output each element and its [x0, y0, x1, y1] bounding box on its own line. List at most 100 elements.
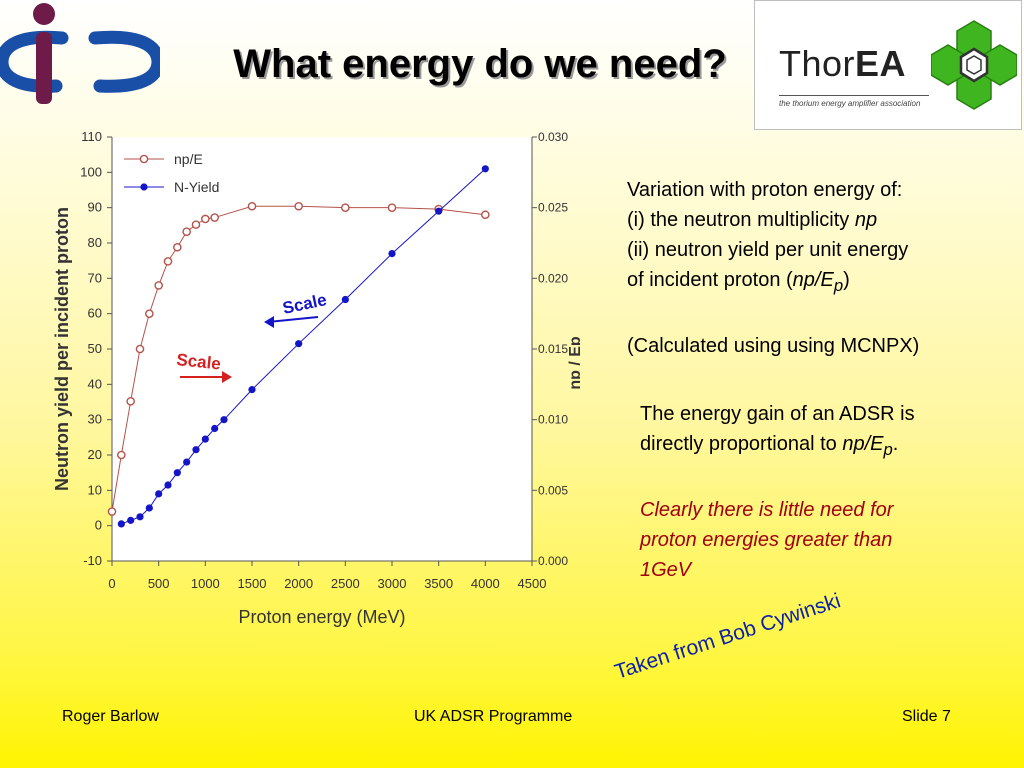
y-axis-title: Neutron yield per incident proton — [52, 207, 72, 491]
thorea-tagline: the thorium energy amplifier association — [779, 99, 921, 108]
n-yield-point — [295, 340, 303, 348]
legend-label: N-Yield — [174, 179, 219, 195]
n-yield-point — [164, 481, 172, 489]
np-e-point — [163, 257, 173, 266]
scale-annotation-red: Scale — [176, 350, 222, 374]
variation-line-4-end: ) — [843, 269, 850, 291]
n-yield-point — [127, 516, 135, 524]
y2-tick-label: 0.020 — [538, 271, 568, 285]
np-e-point — [210, 213, 219, 222]
n-yield-point — [201, 435, 209, 443]
n-yield-point — [388, 250, 396, 258]
scale-arrow-left-head-icon — [264, 316, 274, 328]
x-axis-title: Proton energy (MeV) — [238, 607, 405, 627]
np-e-point — [387, 203, 397, 212]
np-e-point — [294, 201, 303, 211]
y2-tick-label: 0.025 — [538, 201, 568, 215]
np-e-point — [201, 214, 210, 224]
np-e-point — [126, 396, 135, 406]
np-e-point — [107, 507, 117, 516]
spacer — [627, 301, 919, 331]
x-tick-label: 4500 — [518, 576, 547, 591]
x-tick-label: 3500 — [424, 576, 453, 591]
energy-gain-line-1: The energy gain of an ADSR is — [640, 403, 915, 425]
n-yield-point — [117, 520, 125, 528]
legend-label: np/E — [174, 151, 203, 167]
n-yield-point — [155, 490, 163, 498]
x-tick-label: 3000 — [378, 576, 407, 591]
x-tick-label: 0 — [108, 576, 115, 591]
variation-line-4-text: of incident proton ( — [627, 269, 793, 291]
y-tick-label: 20 — [88, 447, 102, 462]
np-e-point — [154, 281, 163, 290]
spacer — [640, 465, 915, 495]
np-ep-term-main: np/E — [792, 269, 834, 291]
np-e-point — [173, 242, 182, 252]
x-tick-label: 4000 — [471, 576, 500, 591]
thorea-wordmark-bold: EA — [855, 43, 907, 84]
legend-marker — [139, 154, 149, 164]
thorea-wordmark: ThorEA — [779, 43, 906, 85]
n-yield-point — [136, 513, 144, 521]
scale-arrow-right-head-icon — [222, 371, 232, 383]
np-e-point — [145, 309, 154, 318]
n-yield-point — [341, 295, 349, 304]
y-tick-label: -10 — [83, 553, 102, 568]
calculation-note: (Calculated using using MCNPX) — [627, 335, 920, 357]
np-ep-term-sub: p — [833, 276, 844, 295]
n-yield-point — [220, 416, 228, 424]
thorea-hexagon-icon — [931, 20, 1017, 110]
y-tick-label: 10 — [88, 482, 102, 497]
conclusion-line-3: 1GeV — [640, 559, 692, 581]
variation-line-4: of incident proton (np/Ep) — [627, 265, 919, 301]
n-yield-point — [481, 165, 489, 173]
x-tick-label: 1500 — [238, 576, 267, 591]
source-credit: Taken from Bob Cywinski — [612, 589, 844, 684]
n-yield-point — [211, 424, 219, 433]
variation-line-1: Variation with proton energy of: — [627, 179, 903, 201]
x-tick-label: 1000 — [191, 576, 220, 591]
x-tick-label: 500 — [148, 576, 170, 591]
variation-line-2-text: (i) the neutron multiplicity — [627, 209, 855, 231]
variation-description: Variation with proton energy of: (i) the… — [627, 175, 919, 361]
legend-marker — [140, 183, 148, 191]
y2-tick-label: 0.010 — [538, 413, 568, 427]
y2-tick-label: 0.005 — [538, 483, 568, 497]
y-tick-label: 50 — [88, 341, 102, 356]
x-tick-label: 2500 — [331, 576, 360, 591]
np-ep-term: np/Ep — [792, 269, 843, 295]
gain-np-ep-main: np/E — [842, 433, 884, 455]
scale-arrow-left-icon — [267, 316, 319, 323]
n-yield-point — [435, 207, 443, 215]
n-yield-point — [145, 504, 153, 512]
footer-slide-number: Slide 7 — [902, 708, 951, 725]
y-tick-label: 60 — [88, 306, 102, 321]
y-tick-label: 100 — [80, 164, 102, 179]
np-e-point — [481, 210, 490, 220]
conclusion-line-2: proton energies greater than — [640, 529, 893, 551]
np-e-point — [117, 450, 126, 460]
conclusion-line-1: Clearly there is little need for — [640, 499, 894, 521]
y-tick-label: 110 — [81, 129, 102, 144]
y2-tick-label: 0.030 — [538, 130, 568, 144]
footer-author: Roger Barlow — [62, 708, 159, 725]
variation-line-2: (i) the neutron multiplicity np — [627, 205, 919, 235]
np-e-point — [247, 201, 257, 211]
np-term: np — [854, 209, 878, 231]
thorea-wordmark-regular: Thor — [779, 43, 856, 84]
y-tick-label: 70 — [88, 270, 102, 285]
energy-gain-line-2-end: . — [892, 433, 899, 455]
np-e-point — [135, 344, 145, 354]
y-tick-label: 90 — [88, 200, 102, 215]
n-yield-point — [183, 458, 191, 466]
np-e-point — [191, 220, 201, 229]
gain-np-ep-sub: p — [883, 440, 893, 459]
slide-title: What energy do we need? — [233, 42, 727, 86]
institution-logo-icon — [0, 3, 160, 104]
y-tick-label: 30 — [88, 412, 102, 427]
series-line-0 — [111, 205, 486, 512]
energy-gain-line-2: directly proportional to np/Ep. — [640, 429, 915, 465]
y2-axis-title: np / Ep — [567, 336, 580, 390]
n-yield-point — [192, 446, 200, 454]
y-tick-label: 0 — [95, 518, 102, 533]
